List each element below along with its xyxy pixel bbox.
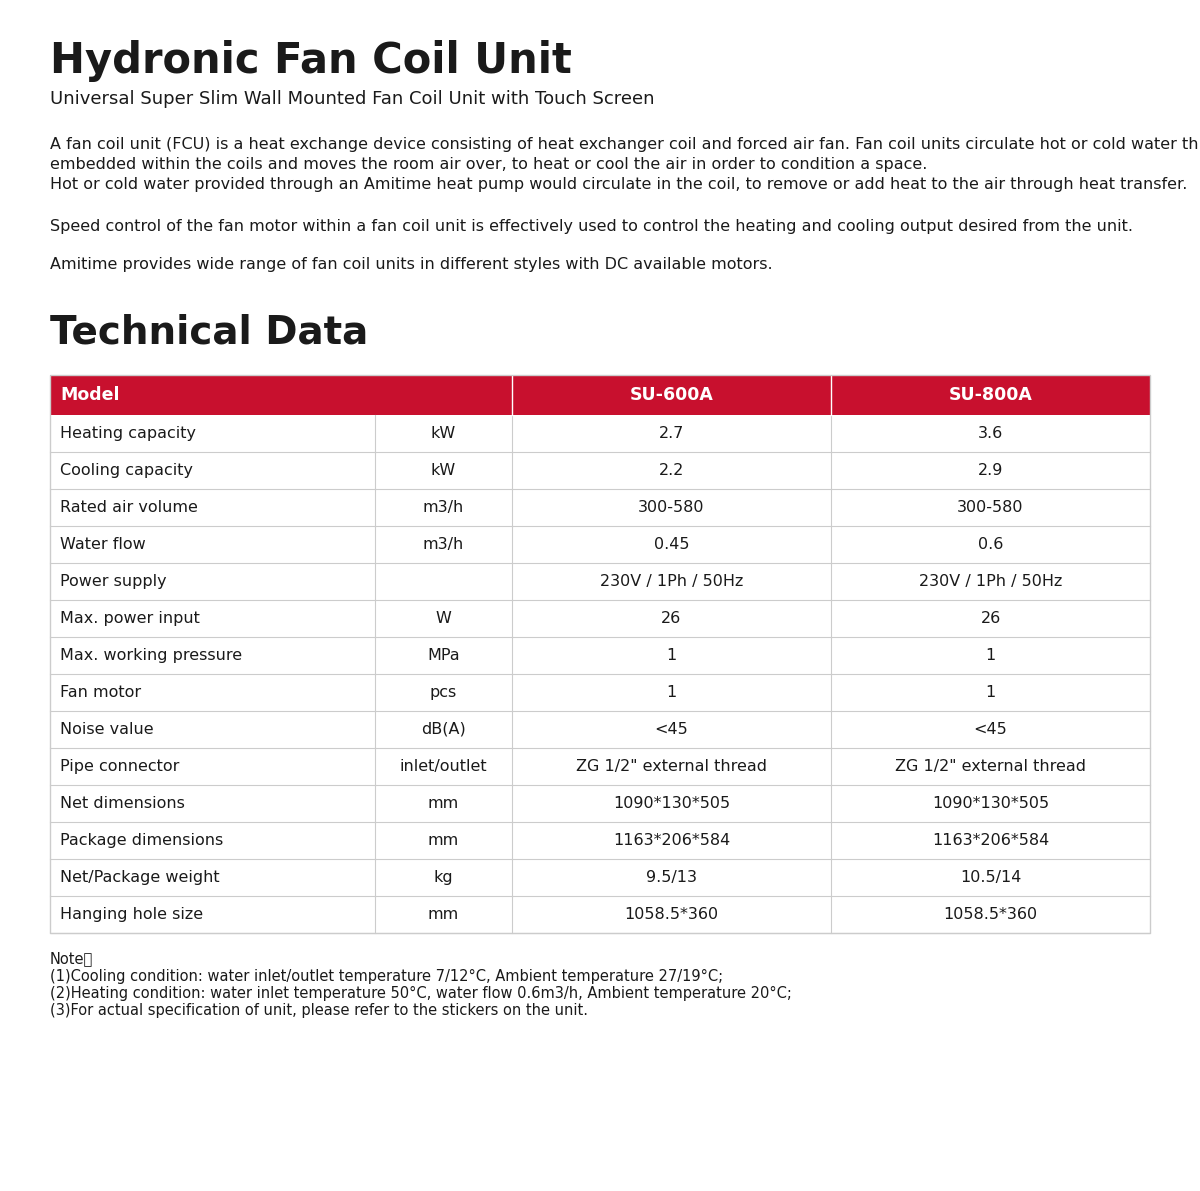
Text: Universal Super Slim Wall Mounted Fan Coil Unit with Touch Screen: Universal Super Slim Wall Mounted Fan Co… (50, 91, 654, 108)
Text: mm: mm (427, 796, 458, 811)
Text: 9.5/13: 9.5/13 (646, 869, 697, 885)
Text: Water flow: Water flow (60, 537, 145, 551)
Text: dB(A): dB(A) (421, 722, 466, 737)
Text: 1: 1 (985, 685, 996, 700)
Text: Max. power input: Max. power input (60, 611, 200, 626)
Text: Heating capacity: Heating capacity (60, 426, 196, 441)
Bar (50, 414, 1150, 453)
Text: 1: 1 (666, 648, 677, 663)
Text: Net dimensions: Net dimensions (60, 796, 185, 811)
Bar (50, 375, 1150, 933)
Text: MPa: MPa (427, 648, 460, 663)
Text: Note：: Note： (50, 950, 94, 966)
Bar (50, 896, 1150, 933)
Text: 10.5/14: 10.5/14 (960, 869, 1021, 885)
Bar (50, 822, 1150, 859)
Text: Power supply: Power supply (60, 574, 167, 590)
Text: kW: kW (431, 463, 456, 478)
Bar (50, 375, 1150, 414)
Text: 300-580: 300-580 (638, 500, 704, 515)
Text: pcs: pcs (430, 685, 457, 700)
Text: Noise value: Noise value (60, 722, 154, 737)
Text: 1: 1 (666, 685, 677, 700)
Text: kg: kg (433, 869, 454, 885)
Bar (50, 526, 1150, 563)
Text: 2.9: 2.9 (978, 463, 1003, 478)
Text: m3/h: m3/h (422, 500, 464, 515)
Text: 0.6: 0.6 (978, 537, 1003, 551)
Text: Amitime provides wide range of fan coil units in different styles with DC availa: Amitime provides wide range of fan coil … (50, 257, 773, 272)
Text: 1163*206*584: 1163*206*584 (613, 833, 730, 848)
Text: Speed control of the fan motor within a fan coil unit is effectively used to con: Speed control of the fan motor within a … (50, 219, 1133, 233)
Text: 230V / 1Ph / 50Hz: 230V / 1Ph / 50Hz (919, 574, 1062, 590)
Text: Technical Data: Technical Data (50, 313, 368, 351)
Text: Cooling capacity: Cooling capacity (60, 463, 193, 478)
Text: 3.6: 3.6 (978, 426, 1003, 441)
Bar (50, 748, 1150, 785)
Bar (50, 453, 1150, 490)
Text: Rated air volume: Rated air volume (60, 500, 198, 515)
Text: 1058.5*360: 1058.5*360 (624, 908, 719, 922)
Text: <45: <45 (655, 722, 689, 737)
Bar (50, 600, 1150, 637)
Text: ZG 1/2" external thread: ZG 1/2" external thread (895, 759, 1086, 774)
Text: 1: 1 (985, 648, 996, 663)
Text: 1090*130*505: 1090*130*505 (932, 796, 1049, 811)
Text: Hanging hole size: Hanging hole size (60, 908, 203, 922)
Bar (50, 637, 1150, 674)
Text: Fan motor: Fan motor (60, 685, 142, 700)
Text: 26: 26 (980, 611, 1001, 626)
Text: 1090*130*505: 1090*130*505 (613, 796, 730, 811)
Text: (3)For actual specification of unit, please refer to the stickers on the unit.: (3)For actual specification of unit, ple… (50, 1003, 588, 1018)
Text: Hot or cold water provided through an Amitime heat pump would circulate in the c: Hot or cold water provided through an Am… (50, 177, 1187, 192)
Text: inlet/outlet: inlet/outlet (400, 759, 487, 774)
Text: 26: 26 (661, 611, 682, 626)
Text: 2.2: 2.2 (659, 463, 684, 478)
Bar (50, 785, 1150, 822)
Text: embedded within the coils and moves the room air over, to heat or cool the air i: embedded within the coils and moves the … (50, 157, 928, 172)
Text: mm: mm (427, 833, 458, 848)
Text: 230V / 1Ph / 50Hz: 230V / 1Ph / 50Hz (600, 574, 743, 590)
Text: kW: kW (431, 426, 456, 441)
Text: Net/Package weight: Net/Package weight (60, 869, 220, 885)
Text: A fan coil unit (FCU) is a heat exchange device consisting of heat exchanger coi: A fan coil unit (FCU) is a heat exchange… (50, 137, 1200, 152)
Text: (1)Cooling condition: water inlet/outlet temperature 7/12°C, Ambient temperature: (1)Cooling condition: water inlet/outlet… (50, 969, 724, 984)
Text: 2.7: 2.7 (659, 426, 684, 441)
Text: ZG 1/2" external thread: ZG 1/2" external thread (576, 759, 767, 774)
Text: Max. working pressure: Max. working pressure (60, 648, 242, 663)
Bar (50, 711, 1150, 748)
Text: Model: Model (60, 386, 120, 404)
Text: mm: mm (427, 908, 458, 922)
Text: SU-600A: SU-600A (630, 386, 714, 404)
Text: Package dimensions: Package dimensions (60, 833, 223, 848)
Bar (50, 563, 1150, 600)
Text: 1163*206*584: 1163*206*584 (932, 833, 1049, 848)
Text: 300-580: 300-580 (958, 500, 1024, 515)
Text: 1058.5*360: 1058.5*360 (943, 908, 1038, 922)
Text: (2)Heating condition: water inlet temperature 50°C, water flow 0.6m3/h, Ambient : (2)Heating condition: water inlet temper… (50, 986, 792, 1000)
Text: 0.45: 0.45 (654, 537, 689, 551)
Text: <45: <45 (973, 722, 1007, 737)
Bar (50, 490, 1150, 526)
Text: Hydronic Fan Coil Unit: Hydronic Fan Coil Unit (50, 40, 572, 82)
Text: m3/h: m3/h (422, 537, 464, 551)
Text: W: W (436, 611, 451, 626)
Bar (50, 859, 1150, 896)
Bar (50, 674, 1150, 711)
Text: SU-800A: SU-800A (948, 386, 1032, 404)
Text: Pipe connector: Pipe connector (60, 759, 179, 774)
